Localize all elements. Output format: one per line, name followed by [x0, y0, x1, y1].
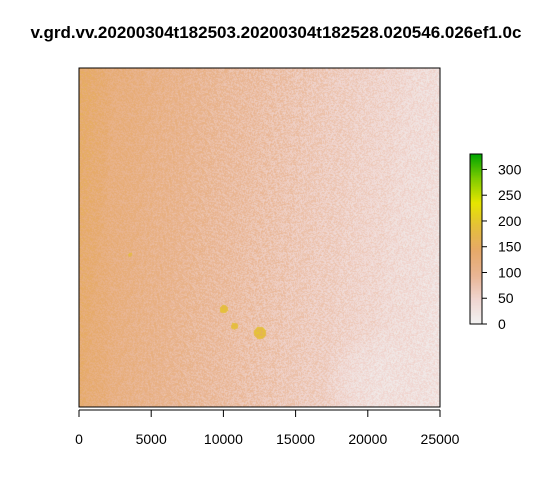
x-axis: 0 5000 10000 15000 20000 25000: [75, 409, 460, 447]
raster-layer: [79, 68, 440, 407]
x-tick-label: 25000: [421, 431, 460, 447]
chart-title: v.grd.vv.20200304t182503.20200304t182528…: [31, 23, 522, 42]
x-tick-label: 20000: [348, 431, 387, 447]
x-tick-label: 15000: [276, 431, 315, 447]
legend-tick-label: 50: [498, 290, 514, 306]
legend-tick-label: 0: [498, 316, 506, 332]
colorbar-gradient: [470, 154, 482, 324]
colorbar-legend: 0 50 100 150 200 250 300: [469, 153, 522, 332]
legend-tick-label: 150: [498, 239, 522, 255]
x-tick-label: 0: [75, 431, 83, 447]
legend-tick-label: 200: [498, 213, 522, 229]
colorbar-frame: [469, 153, 483, 325]
x-tick-label: 5000: [136, 431, 167, 447]
plot-frame: [78, 67, 441, 408]
legend-tick-label: 100: [498, 264, 522, 280]
legend-tick-label: 300: [498, 161, 522, 177]
colorbar-ticks: 0 50 100 150 200 250 300: [482, 161, 522, 332]
legend-tick-label: 250: [498, 187, 522, 203]
x-tick-label: 10000: [204, 431, 243, 447]
raster-image: [79, 68, 440, 407]
